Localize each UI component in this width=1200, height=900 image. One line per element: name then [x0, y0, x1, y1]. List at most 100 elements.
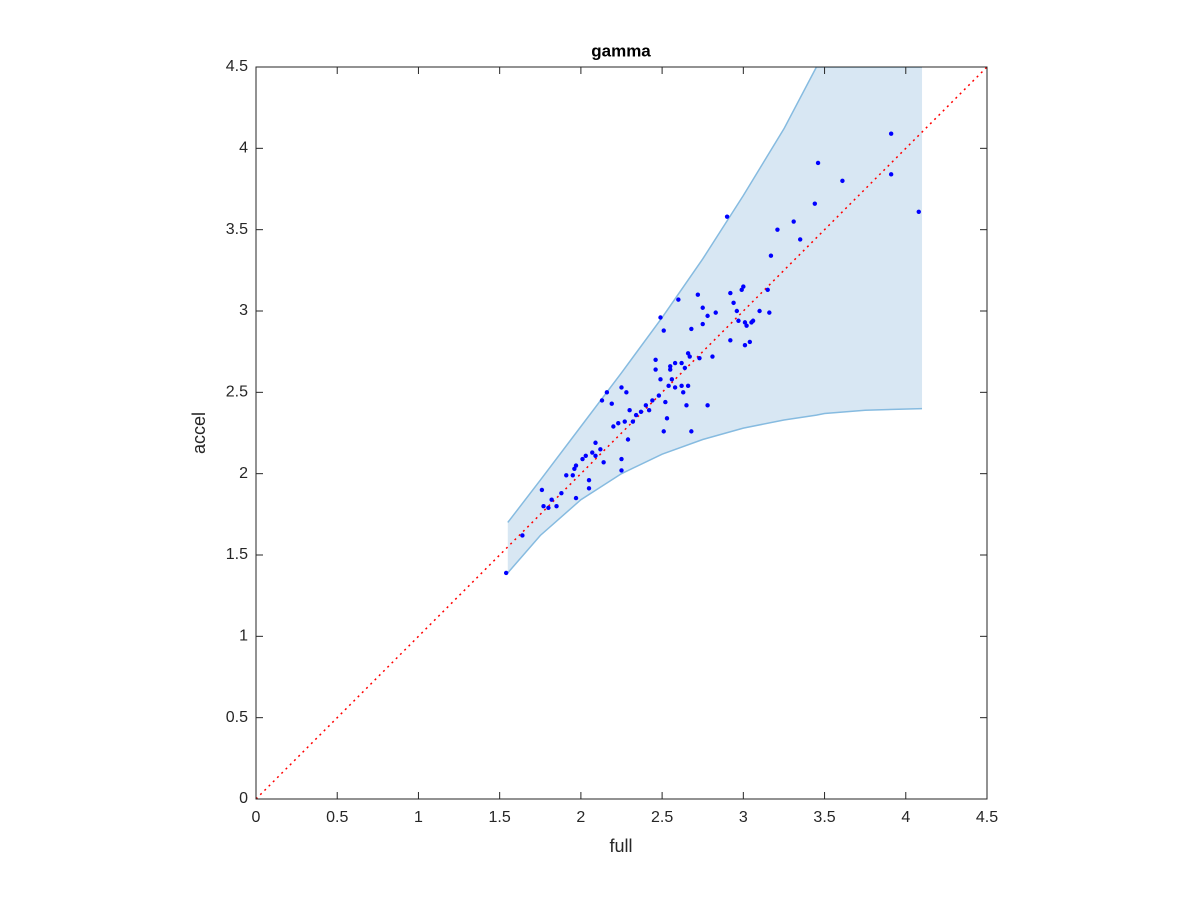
scatter-point	[797, 237, 803, 242]
scatter-point	[742, 342, 748, 348]
y-tick-label: 4.5	[226, 58, 248, 75]
y-tick-label: 0	[239, 790, 248, 807]
scatter-point	[541, 504, 546, 509]
scatter-point	[611, 424, 616, 429]
plot-layer	[256, 67, 987, 799]
scatter-point	[625, 437, 631, 442]
scatter-point	[705, 313, 710, 319]
scatter-point	[700, 305, 705, 310]
scatter-point	[739, 287, 744, 293]
scatter-point	[689, 429, 694, 434]
y-tick-label: 3	[239, 302, 248, 319]
scatter-point	[619, 456, 624, 462]
scatter-point	[741, 284, 746, 289]
scatter-point	[573, 495, 579, 501]
scatter-point	[656, 393, 662, 398]
scatter-point	[679, 360, 684, 366]
scatter-point	[684, 403, 689, 408]
y-tick-label: 4	[239, 140, 248, 157]
scatter-point	[559, 490, 564, 496]
scatter-point	[601, 460, 606, 465]
scatter-point	[916, 209, 921, 214]
y-tick-label: 3.5	[226, 221, 248, 238]
scatter-point	[627, 408, 632, 413]
scatter-point	[672, 360, 678, 366]
scatter-point	[768, 253, 774, 258]
scatter-point	[586, 486, 592, 491]
scatter-point	[580, 456, 585, 462]
y-tick-label: 1	[239, 628, 248, 645]
scatter-point	[546, 505, 551, 511]
scatter-point	[599, 398, 605, 403]
scatter-point	[564, 473, 569, 478]
scatter-point	[812, 201, 818, 206]
scatter-point	[815, 160, 821, 166]
x-tick-label: 4.5	[976, 809, 998, 826]
scatter-point	[646, 408, 652, 413]
scatter-point	[638, 409, 644, 415]
scatter-point	[668, 364, 673, 369]
scatter-point	[570, 473, 575, 478]
scatter-point	[700, 321, 705, 327]
scatter-point	[583, 453, 588, 458]
scatter-point	[744, 323, 749, 328]
y-tick-label: 1.5	[226, 546, 248, 563]
scatter-point	[573, 463, 579, 468]
scatter-point	[593, 440, 598, 445]
scatter-point	[765, 287, 770, 293]
band-lower-edge	[507, 407, 923, 574]
scatter-point	[653, 357, 658, 362]
scatter-point	[604, 390, 610, 395]
axes-box	[255, 66, 988, 800]
scatter-point	[750, 318, 756, 323]
scatter-point	[775, 227, 780, 232]
x-axis-label: full	[609, 836, 632, 856]
scatter-point	[664, 416, 670, 421]
scatter-point	[658, 315, 663, 320]
x-tick-label: 1.5	[489, 809, 511, 826]
x-tick-label: 2	[576, 809, 585, 826]
scatter-point	[731, 300, 736, 306]
scatter-point	[590, 450, 595, 455]
scatter-point	[840, 178, 845, 184]
scatter-point	[888, 131, 894, 136]
scatter-point	[685, 351, 691, 356]
scatter-point	[609, 401, 614, 406]
scatter-point	[572, 466, 577, 471]
x-tick-label: 4	[901, 809, 910, 826]
scatter-point	[633, 412, 639, 418]
confidence-band	[507, 67, 923, 573]
scatter-point	[503, 570, 509, 576]
scatter-point	[689, 326, 694, 332]
x-tick-label: 1	[414, 809, 423, 826]
scatter-point	[669, 377, 675, 382]
scatter-point	[757, 308, 762, 314]
scatter-point	[586, 477, 592, 483]
scatter-point	[747, 339, 753, 345]
y-axis-label: accel	[189, 412, 209, 454]
scatter-point	[728, 338, 733, 343]
x-tick-label: 0.5	[326, 809, 348, 826]
scatter-point	[767, 310, 772, 315]
scatter-point	[661, 328, 666, 333]
scatter-point	[697, 355, 702, 361]
scatter-point	[549, 497, 554, 502]
scatter-point	[681, 390, 686, 395]
band-upper-edge	[507, 67, 923, 523]
scatter-point	[710, 354, 715, 359]
scatter-point	[682, 365, 688, 371]
scatter-point	[650, 398, 655, 403]
scatter-point	[687, 354, 692, 359]
scatter-point	[742, 320, 748, 325]
scatter-point	[554, 504, 559, 509]
scatter-point	[695, 292, 701, 297]
scatter-point	[539, 487, 545, 493]
scatter-point	[728, 290, 733, 296]
scatter-point	[593, 453, 598, 458]
axes-layer: 0 0.5 1 1.5 2 2.5 3 3.5 4 4.5 0 0.5 1 1.5 2 2.5 3 3.5 4 4.5	[226, 58, 998, 826]
scatter-point	[888, 172, 894, 177]
chart-title: gamma	[591, 41, 651, 60]
reference-line	[256, 67, 987, 799]
scatter-point	[791, 219, 796, 224]
